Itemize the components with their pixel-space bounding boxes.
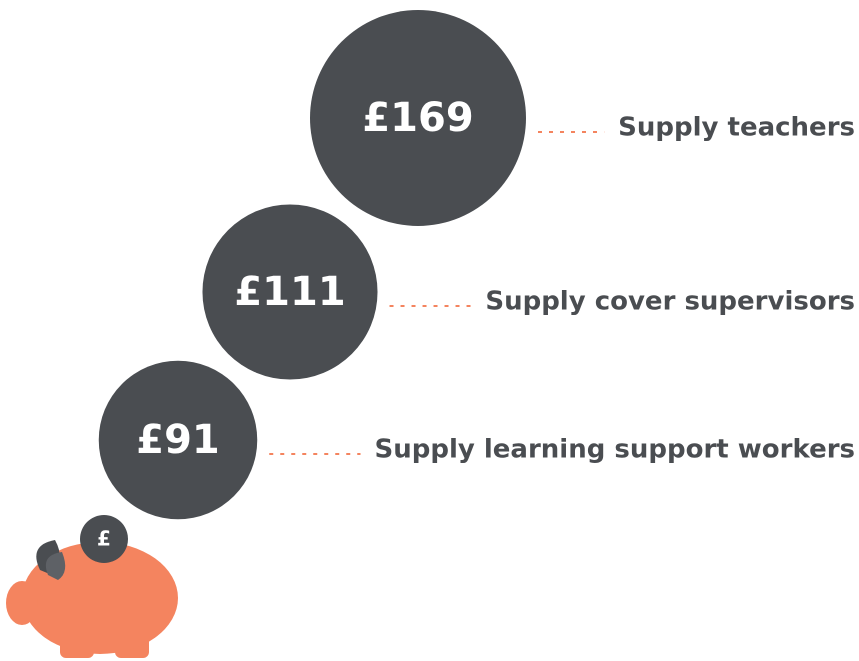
bubble — [98, 360, 258, 520]
value-label: £91 — [136, 417, 220, 463]
coin — [80, 515, 128, 563]
piggy-bank: £ — [6, 515, 178, 658]
coin-label: £ — [97, 527, 111, 551]
category-label: Supply cover supervisors — [485, 287, 855, 317]
pig-ear — [45, 552, 66, 580]
category-label: Supply learning support workers — [375, 435, 855, 465]
value-label: £169 — [362, 95, 473, 141]
bubble — [310, 10, 526, 226]
bubble — [202, 204, 378, 380]
category-label: Supply teachers — [618, 113, 855, 143]
pig-snout — [6, 581, 38, 625]
value-label: £111 — [234, 269, 345, 315]
